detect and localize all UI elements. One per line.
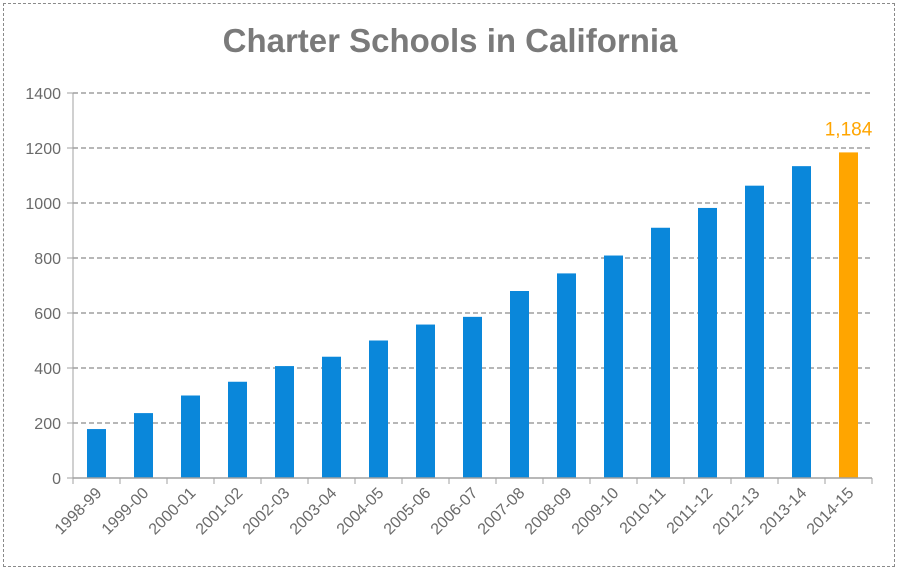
bar	[369, 340, 388, 478]
y-tick-label: 1400	[25, 86, 61, 103]
data-labels: 1,184	[825, 119, 873, 140]
bar	[463, 316, 482, 478]
bar	[745, 185, 764, 479]
x-tick-label: 2009-10	[569, 485, 623, 539]
x-tick-label: 2013-14	[757, 485, 811, 539]
y-tick-label: 0	[52, 471, 61, 488]
data-label: 1,184	[825, 119, 873, 140]
y-tick-label: 400	[34, 361, 61, 378]
bar	[698, 207, 717, 478]
x-tick-label: 1998-99	[52, 485, 106, 539]
bar	[87, 429, 106, 478]
gridlines	[73, 92, 872, 424]
x-tick-label: 2005-06	[381, 485, 435, 539]
y-tick-label: 800	[34, 251, 61, 268]
x-tick-label: 2014-15	[804, 485, 858, 539]
bar	[228, 381, 247, 478]
bar	[604, 255, 623, 478]
bar	[134, 413, 153, 478]
x-tick-label: 1999-00	[99, 485, 153, 539]
x-tick-label: 2010-11	[617, 485, 670, 538]
x-tick-label: 2003-04	[287, 485, 341, 539]
x-tick-label: 2011-12	[664, 485, 717, 538]
x-axis-ticks: 1998-991999-002000-012001-022002-032003-…	[52, 478, 873, 539]
chart-title: Charter Schools in California	[222, 22, 678, 59]
y-axis-ticks: 0 200 400 600 800 1000 1200 1400	[25, 86, 74, 488]
bar	[651, 227, 670, 478]
bar	[275, 366, 294, 478]
x-tick-label: 2006-07	[428, 485, 482, 539]
bar	[792, 166, 811, 478]
x-tick-label: 2002-03	[240, 485, 294, 539]
x-tick-label: 2004-05	[334, 485, 388, 539]
bar	[181, 395, 200, 478]
x-tick-label: 2012-13	[710, 485, 764, 539]
x-tick-label: 2007-08	[475, 485, 529, 539]
bars	[87, 152, 858, 479]
x-tick-label: 2000-01	[146, 485, 200, 539]
chart-frame	[3, 3, 895, 567]
y-tick-label: 1200	[25, 141, 61, 158]
y-tick-label: 1000	[25, 196, 61, 213]
bar	[510, 291, 529, 478]
bar-highlight	[839, 152, 858, 478]
y-tick-label: 600	[34, 306, 61, 323]
y-tick-label: 200	[34, 416, 61, 433]
bar	[322, 356, 341, 478]
x-tick-label: 2001-02	[193, 485, 247, 539]
bar	[416, 324, 435, 478]
x-tick-label: 2008-09	[522, 485, 576, 539]
bar	[557, 273, 576, 478]
